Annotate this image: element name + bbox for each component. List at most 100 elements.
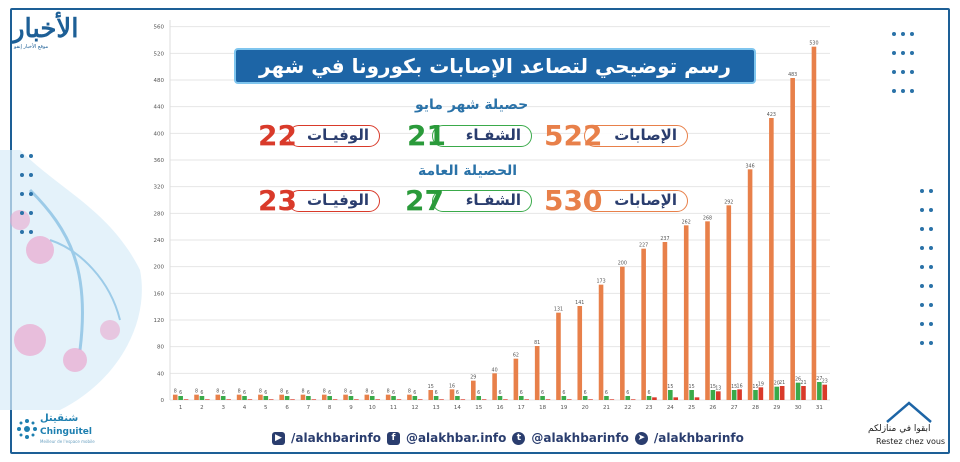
x-tick-label: 27: [731, 405, 738, 411]
bar: [534, 346, 540, 400]
bar-value-label: 27: [816, 376, 822, 382]
bar: [428, 390, 434, 400]
total-deaths-pill: الوفيـات: [288, 190, 380, 212]
bar: [726, 205, 732, 400]
bar: [183, 399, 189, 400]
bar-value-label: 6: [413, 390, 416, 396]
bar: [172, 394, 178, 400]
dot-pattern-top: [892, 28, 952, 104]
bar: [620, 266, 625, 400]
bar-value-label: 6: [498, 390, 501, 396]
x-tick-label: 11: [390, 405, 397, 411]
bar-value-label: 423: [767, 112, 776, 118]
bar: [779, 386, 785, 400]
bar: [790, 78, 795, 400]
x-tick-label: 7: [307, 405, 311, 411]
social-facebook[interactable]: @alakhbar.info: [405, 431, 507, 445]
bar-value-label: 262: [682, 219, 691, 225]
bar: [774, 386, 780, 400]
bar-value-label: 237: [660, 236, 669, 242]
x-tick-label: 14: [454, 405, 461, 411]
total-cases-label: الإصابات: [614, 191, 677, 209]
bar-value-label: 6: [477, 390, 480, 396]
y-tick-label: 440: [154, 105, 165, 111]
y-tick-label: 160: [154, 291, 165, 297]
chart-value-labels: 8 6 8 6 8 6 8 6 8 6 8 6 8 6 8 6 8 6 8 6 8 6 8 61561662964066268…: [174, 41, 828, 396]
total-deaths-label: الوفيـات: [307, 191, 369, 209]
alakhbar-logo-subtitle: موقع الأخبار إنفو: [14, 44, 49, 50]
bar: [354, 399, 359, 400]
bar-value-label: 6: [584, 390, 587, 396]
x-tick-label: 21: [603, 405, 610, 411]
bar-value-label: 6: [200, 390, 203, 396]
x-tick-label: 30: [795, 405, 802, 411]
bar-value-label: 346: [746, 163, 755, 169]
bar-value-label: 6: [371, 390, 374, 396]
x-tick-label: 23: [646, 405, 653, 411]
bar: [449, 389, 455, 400]
bar: [753, 390, 758, 400]
covid-cases-chart: 8 6 8 6 8 6 8 6 8 6 8 6 8 6 8 6 8 6 8 6 8 6 8 61561662964066268…: [154, 20, 830, 411]
bar-value-label: 8: [323, 389, 326, 395]
bar-value-label: 6: [307, 390, 310, 396]
bar-value-label: 15: [731, 384, 737, 390]
bar: [625, 396, 631, 400]
bar-value-label: 8: [365, 389, 368, 395]
bar-value-label: 21: [779, 380, 785, 386]
total-recovered-label: الشفـاء: [465, 191, 521, 209]
bar-value-label: 19: [758, 381, 764, 387]
bar: [705, 221, 710, 400]
bar: [641, 248, 646, 400]
bar: [556, 312, 561, 400]
virus-illustration: [0, 150, 142, 410]
month-recovered-pill: الشفـاء: [432, 125, 532, 147]
bar: [476, 396, 482, 400]
bar: [518, 396, 524, 400]
bar: [439, 399, 444, 400]
bar: [737, 389, 742, 400]
y-tick-label: 200: [154, 265, 165, 271]
bar: [795, 382, 801, 400]
social-twitter[interactable]: @alakhbarinfo: [531, 431, 629, 445]
bar: [460, 399, 466, 400]
bar-value-label: 29: [470, 375, 476, 381]
bar: [220, 396, 226, 400]
social-youtube[interactable]: /alakhbarinfo: [291, 431, 381, 445]
twitter-icon[interactable]: t: [512, 431, 526, 445]
bar: [332, 399, 338, 400]
telegram-icon[interactable]: ➤: [634, 431, 648, 445]
bar: [205, 399, 210, 400]
x-tick-label: 31: [816, 405, 823, 411]
x-tick-label: 4: [243, 405, 247, 411]
bar-value-label: 15: [689, 384, 695, 390]
bar: [242, 396, 247, 400]
bar-value-label: 20: [774, 381, 780, 387]
bar: [369, 396, 375, 400]
bar: [268, 399, 274, 400]
bar: [630, 399, 636, 400]
facebook-icon[interactable]: f: [386, 431, 400, 445]
bar: [577, 306, 583, 400]
bar-value-label: 26: [795, 377, 801, 383]
total-recovered-value: 27: [405, 184, 444, 217]
bar: [258, 394, 263, 400]
bar: [588, 399, 593, 400]
y-tick-label: 280: [154, 211, 165, 217]
youtube-icon[interactable]: ▶: [272, 431, 285, 445]
social-telegram[interactable]: /alakhbarinfo: [653, 431, 744, 445]
bar: [662, 242, 668, 400]
bar: [513, 358, 519, 400]
bar: [385, 394, 391, 400]
y-tick-label: 560: [154, 25, 165, 31]
y-tick-label: 400: [154, 131, 165, 137]
x-tick-label: 15: [475, 405, 482, 411]
stay-home-fr: Restez chez vous: [876, 437, 946, 446]
chart-title: رسم توضيحي لتصاعد الإصابات بكورونا في شه…: [234, 48, 756, 110]
month-summary-heading: حصيلة شهر مايو: [415, 97, 529, 113]
bar: [412, 396, 418, 400]
bar-value-label: 40: [492, 367, 498, 373]
month-recovered-label: الشفـاء: [465, 126, 521, 144]
bar: [236, 394, 242, 400]
bar: [455, 396, 460, 400]
x-tick-label: 5: [264, 405, 268, 411]
